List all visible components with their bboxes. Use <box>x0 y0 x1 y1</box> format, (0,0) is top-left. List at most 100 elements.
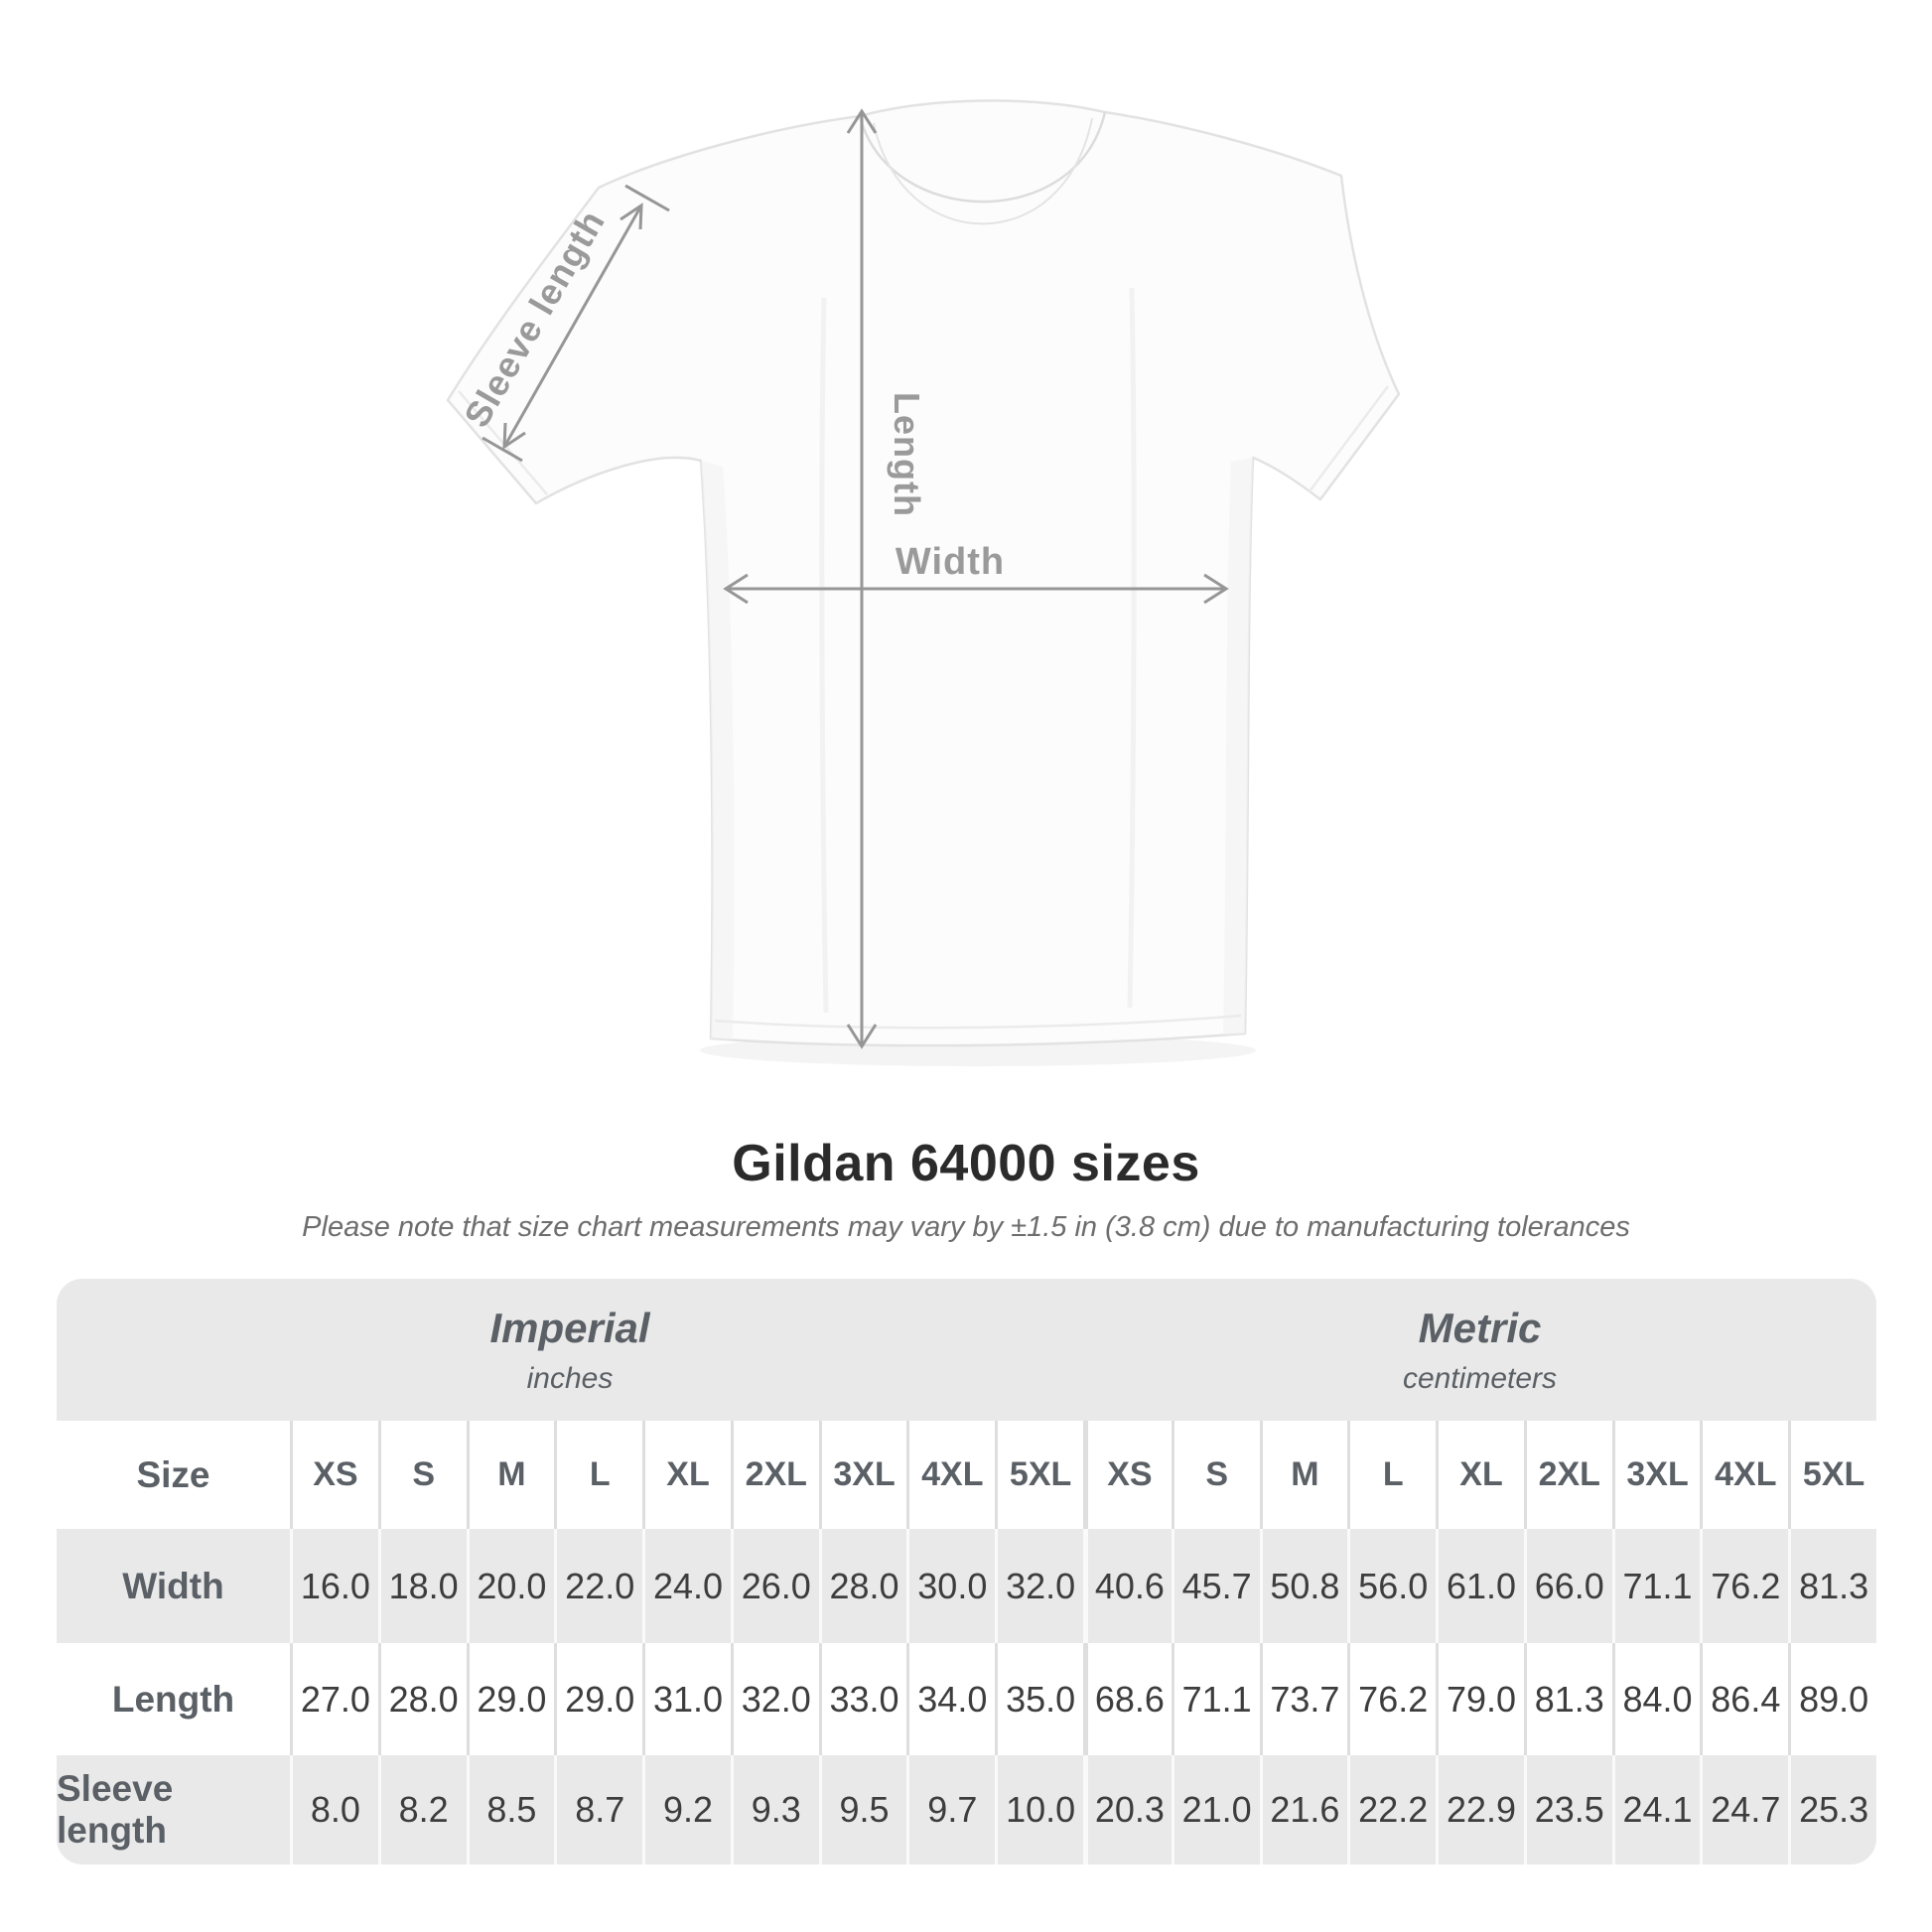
width-arrow <box>723 573 1229 605</box>
value-cell: 79.0 <box>1436 1643 1524 1755</box>
bottom-hem-stitch <box>714 1014 1242 1030</box>
width-label: Width <box>896 541 1005 583</box>
collar-inner-edge <box>873 117 1093 225</box>
value-cell: 8.0 <box>290 1755 378 1864</box>
value-cell: 9.2 <box>642 1755 731 1864</box>
left-side-shading <box>701 461 735 1039</box>
value-cell: 10.0 <box>995 1755 1083 1864</box>
value-cell: 20.3 <box>1083 1755 1172 1864</box>
value-cell: 31.0 <box>642 1643 731 1755</box>
value-cell: 8.5 <box>466 1755 555 1864</box>
imperial-unit: inches <box>526 1361 614 1395</box>
size-column-header: Size <box>136 1453 210 1495</box>
value-cell: 73.7 <box>1259 1643 1348 1755</box>
metric-size-header-m: M <box>1259 1421 1348 1529</box>
value-cell: 33.0 <box>818 1643 907 1755</box>
fabric-fold-right <box>1127 287 1137 1009</box>
value-cell: 50.8 <box>1259 1529 1348 1643</box>
imperial-size-header-5xl: 5XL <box>995 1421 1083 1529</box>
value-cell: 29.0 <box>466 1643 555 1755</box>
width-row: Width 16.0 18.0 20.0 22.0 24.0 26.0 28.0 30.0 32.… <box>57 1529 1876 1643</box>
imperial-size-header-l: L <box>554 1421 642 1529</box>
value-cell: 24.1 <box>1611 1755 1701 1864</box>
value-cell: 8.7 <box>554 1755 642 1864</box>
value-cell: 81.3 <box>1523 1643 1612 1755</box>
value-cell: 29.0 <box>554 1643 642 1755</box>
value-cell: 76.2 <box>1347 1643 1436 1755</box>
value-cell: 71.1 <box>1611 1529 1701 1643</box>
right-side-shading <box>1223 458 1253 1035</box>
value-cell: 22.2 <box>1347 1755 1436 1864</box>
length-arrow <box>846 108 878 1049</box>
value-cell: 66.0 <box>1523 1529 1612 1643</box>
value-cell: 20.0 <box>466 1529 555 1643</box>
value-cell: 23.5 <box>1523 1755 1612 1864</box>
sleeve-length-row: Sleeve length 8.0 8.2 8.5 8.7 9.2 9.3 9.5 9.7 10.… <box>57 1755 1876 1864</box>
fabric-fold-left <box>819 297 829 1014</box>
size-table: Imperial inches Metric centimeters Size X… <box>57 1279 1876 1864</box>
value-cell: 9.5 <box>818 1755 907 1864</box>
tshirt-measurement-diagram: Length Width Sleeve length <box>446 99 1401 1066</box>
value-cell: 22.0 <box>554 1529 642 1643</box>
tolerance-note: Please note that size chart measurements… <box>302 1211 1630 1243</box>
value-cell: 81.3 <box>1788 1529 1876 1643</box>
imperial-size-header-3xl: 3XL <box>818 1421 907 1529</box>
value-cell: 28.0 <box>377 1643 467 1755</box>
value-cell: 34.0 <box>906 1643 995 1755</box>
page-title: Gildan 64000 sizes <box>732 1135 1200 1192</box>
metric-size-header-3xl: 3XL <box>1611 1421 1701 1529</box>
value-cell: 45.7 <box>1171 1529 1260 1643</box>
row-label: Length <box>111 1678 235 1720</box>
imperial-size-header-4xl: 4XL <box>906 1421 995 1529</box>
metric-size-header-xs: XS <box>1083 1421 1172 1529</box>
value-cell: 25.3 <box>1788 1755 1876 1864</box>
right-sleeve-stitch <box>1308 385 1390 492</box>
metric-size-header-s: S <box>1171 1421 1260 1529</box>
metric-size-header-4xl: 4XL <box>1700 1421 1788 1529</box>
value-cell: 84.0 <box>1611 1643 1701 1755</box>
left-sleeve-stitch <box>458 390 548 495</box>
value-cell: 24.7 <box>1700 1755 1788 1864</box>
metric-size-header-5xl: 5XL <box>1788 1421 1876 1529</box>
value-cell: 21.0 <box>1171 1755 1260 1864</box>
imperial-group-header: Imperial inches <box>57 1279 1083 1421</box>
value-cell: 9.7 <box>906 1755 995 1864</box>
value-cell: 32.0 <box>730 1643 819 1755</box>
imperial-size-header-xs: XS <box>290 1421 378 1529</box>
metric-size-header-xl: XL <box>1436 1421 1524 1529</box>
row-label: Sleeve length <box>57 1768 174 1851</box>
imperial-label: Imperial <box>489 1304 650 1351</box>
value-cell: 86.4 <box>1700 1643 1788 1755</box>
metric-group-header: Metric centimeters <box>1083 1279 1876 1421</box>
sleeve-length-arrow <box>482 184 670 463</box>
value-cell: 21.6 <box>1259 1755 1348 1864</box>
collar-outer-seam <box>858 111 1107 204</box>
metric-unit: centimeters <box>1402 1361 1558 1395</box>
length-row: Length 27.0 28.0 29.0 29.0 31.0 32.0 33.0 34.0 35… <box>57 1643 1876 1755</box>
value-cell: 71.1 <box>1171 1643 1260 1755</box>
imperial-size-header-2xl: 2XL <box>730 1421 819 1529</box>
imperial-size-header-m: M <box>466 1421 555 1529</box>
value-cell: 35.0 <box>995 1643 1083 1755</box>
value-cell: 27.0 <box>290 1643 378 1755</box>
value-cell: 32.0 <box>995 1529 1083 1643</box>
imperial-size-header-s: S <box>377 1421 467 1529</box>
length-label: Length <box>887 392 927 517</box>
value-cell: 16.0 <box>290 1529 378 1643</box>
value-cell: 8.2 <box>377 1755 467 1864</box>
value-cell: 89.0 <box>1788 1643 1876 1755</box>
value-cell: 61.0 <box>1436 1529 1524 1643</box>
unit-group-header-row: Imperial inches Metric centimeters <box>57 1279 1876 1421</box>
value-cell: 24.0 <box>642 1529 731 1643</box>
metric-size-header-2xl: 2XL <box>1523 1421 1612 1529</box>
row-label: Width <box>122 1565 224 1606</box>
value-cell: 26.0 <box>730 1529 819 1643</box>
metric-size-header-l: L <box>1347 1421 1436 1529</box>
metric-label: Metric <box>1418 1304 1542 1351</box>
value-cell: 68.6 <box>1083 1643 1172 1755</box>
tshirt-body <box>446 99 1401 1047</box>
value-cell: 40.6 <box>1083 1529 1172 1643</box>
value-cell: 30.0 <box>906 1529 995 1643</box>
imperial-size-header-xl: XL <box>642 1421 731 1529</box>
